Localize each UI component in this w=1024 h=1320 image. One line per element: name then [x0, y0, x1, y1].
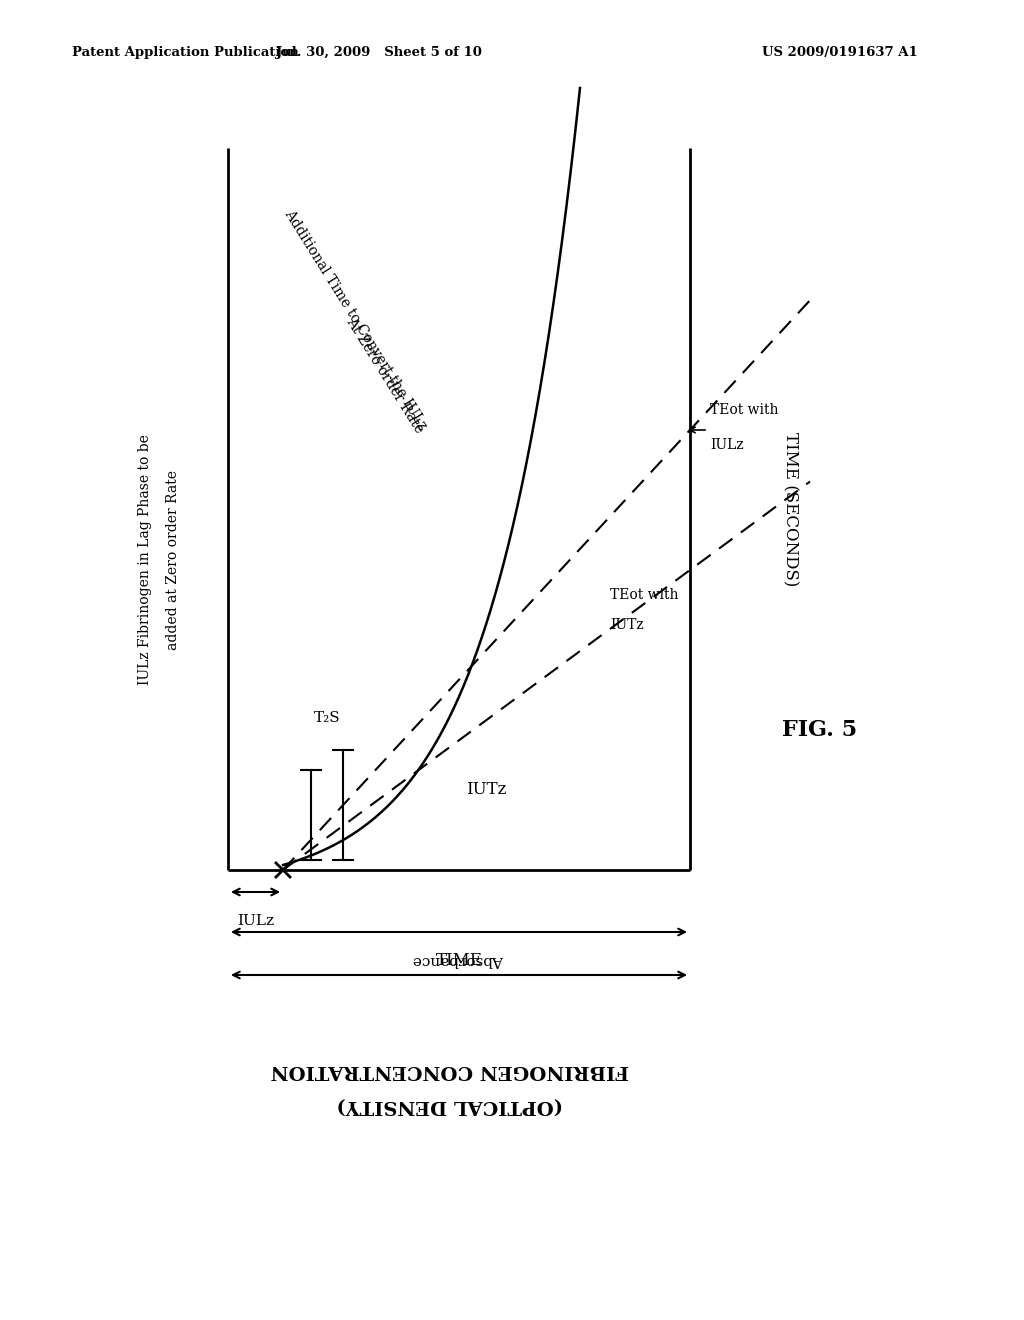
Text: Jul. 30, 2009   Sheet 5 of 10: Jul. 30, 2009 Sheet 5 of 10	[275, 46, 482, 59]
Text: At Zero order Rate: At Zero order Rate	[344, 314, 426, 436]
Text: IUTz: IUTz	[466, 781, 507, 799]
Text: T₂S: T₂S	[313, 711, 340, 725]
Text: FIG. 5: FIG. 5	[782, 719, 857, 741]
Text: TIME: TIME	[435, 952, 482, 969]
Text: IULz: IULz	[710, 438, 743, 451]
Text: added at Zero order Rate: added at Zero order Rate	[166, 470, 180, 649]
Text: Additional Time to Convert the IULz: Additional Time to Convert the IULz	[282, 207, 429, 433]
Text: Patent Application Publication: Patent Application Publication	[72, 46, 298, 59]
Text: IULz Fibrinogen in Lag Phase to be: IULz Fibrinogen in Lag Phase to be	[138, 434, 152, 685]
Text: IUTz: IUTz	[610, 618, 644, 632]
Text: TIME (SECONDS): TIME (SECONDS)	[781, 432, 799, 586]
Text: IULz: IULz	[237, 913, 274, 928]
Text: (OPTICAL DENSITY): (OPTICAL DENSITY)	[337, 1096, 563, 1114]
Text: Absorbance: Absorbance	[414, 953, 505, 968]
Text: TEot with: TEot with	[610, 587, 679, 602]
Text: TEot with: TEot with	[710, 403, 778, 417]
Text: US 2009/0191637 A1: US 2009/0191637 A1	[762, 46, 918, 59]
Text: FIBRINOGEN CONCENTRATION: FIBRINOGEN CONCENTRATION	[270, 1061, 629, 1078]
